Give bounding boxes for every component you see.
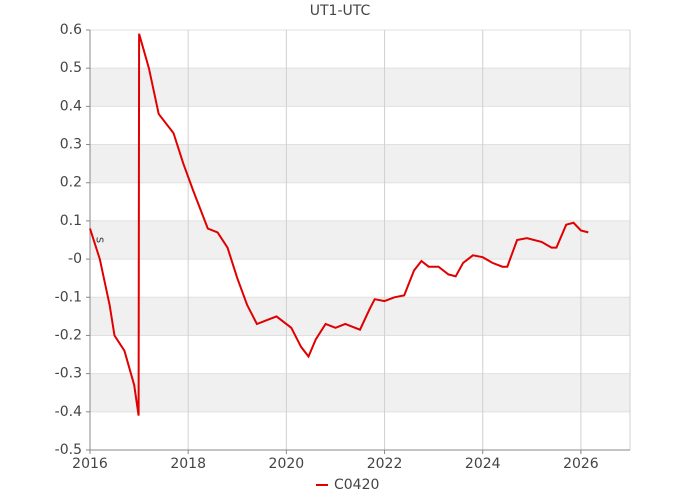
y-axis-label: s	[94, 237, 108, 243]
grid-band	[90, 373, 630, 412]
chart-title: UT1-UTC	[310, 3, 371, 19]
x-tick-label: 2016	[72, 456, 108, 472]
y-tick-label: 0.5	[60, 60, 82, 76]
y-tick-label: -0.5	[55, 442, 82, 458]
y-tick-label: -0.4	[55, 404, 82, 420]
y-tick-label: -0.3	[55, 366, 82, 382]
x-tick-label: 2020	[269, 456, 305, 472]
y-tick-label: -0.1	[55, 289, 82, 305]
grid-band	[90, 220, 630, 260]
x-tick-label: 2018	[170, 456, 206, 472]
legend-label: C0420	[334, 477, 379, 493]
x-tick-label: 2024	[465, 456, 501, 472]
y-tick-label: 0.1	[60, 213, 82, 229]
data-line	[89, 33, 589, 416]
y-tick-label: 0.3	[60, 137, 82, 153]
y-tick-label: 0.6	[60, 22, 82, 38]
y-tick-label: 0.2	[60, 175, 82, 191]
grid-band	[90, 68, 630, 107]
grid-band	[90, 144, 630, 183]
y-tick-label: -0.2	[55, 327, 82, 343]
x-tick-label: 2026	[563, 456, 599, 472]
y-tick-label: -0	[68, 251, 82, 267]
x-tick-label: 2022	[367, 456, 403, 472]
y-tick-label: 0.4	[60, 98, 82, 114]
